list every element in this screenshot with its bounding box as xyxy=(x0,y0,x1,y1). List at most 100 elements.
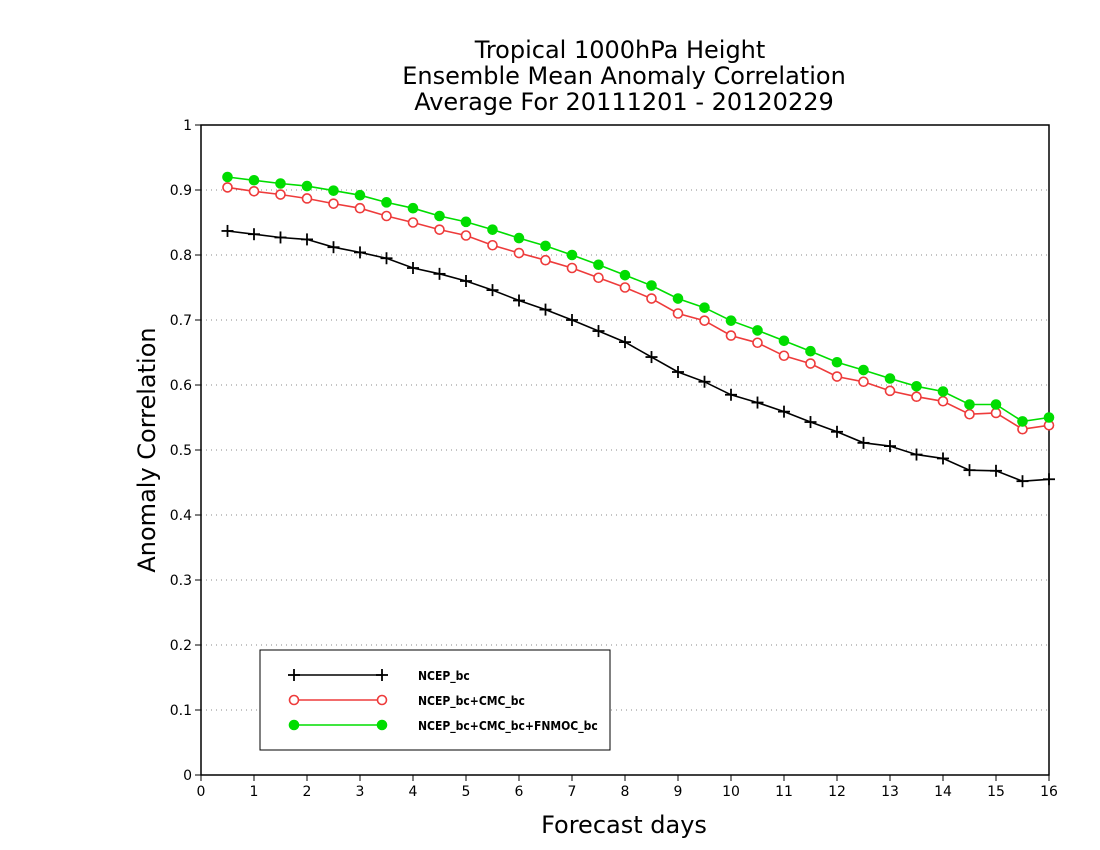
data-point xyxy=(539,303,552,316)
data-point xyxy=(274,231,287,244)
data-point xyxy=(275,189,286,200)
title-line-2: Ensemble Mean Anomaly Correlation xyxy=(402,62,846,90)
data-point xyxy=(699,302,710,313)
data-point xyxy=(487,224,498,235)
chart-title: Tropical 1000hPa Height Ensemble Mean An… xyxy=(402,36,846,116)
x-axis-label: Forecast days xyxy=(541,811,707,839)
data-point xyxy=(805,345,816,357)
legend-marker xyxy=(288,669,300,681)
data-point xyxy=(328,198,339,209)
data-point xyxy=(990,464,1002,477)
x-tick-label: 9 xyxy=(674,784,683,800)
series-line xyxy=(227,230,1050,483)
series-line xyxy=(227,186,1050,431)
data-point xyxy=(672,366,684,378)
x-tick-label: 3 xyxy=(356,784,365,800)
data-point xyxy=(327,241,340,254)
title-line-3: Average For 20111201 - 20120229 xyxy=(414,88,834,116)
y-tick-label: 0.6 xyxy=(170,378,192,394)
data-point xyxy=(222,171,233,183)
legend-marker xyxy=(376,694,388,706)
data-point xyxy=(407,262,419,274)
y-tick-label: 0.4 xyxy=(170,508,192,524)
x-tick-label: 8 xyxy=(621,784,630,800)
data-point xyxy=(884,373,896,384)
data-point xyxy=(963,464,976,477)
data-point xyxy=(593,272,604,284)
data-point xyxy=(805,358,816,369)
data-point xyxy=(964,408,975,420)
x-tick-label: 14 xyxy=(934,784,952,800)
data-point xyxy=(619,336,631,349)
data-point xyxy=(752,325,763,336)
data-point xyxy=(434,210,445,222)
legend-item-2: NCEP_bc+CMC_bc+FNMOC_bc xyxy=(288,719,598,734)
x-tick-label: 2 xyxy=(303,784,312,800)
data-point xyxy=(248,174,260,186)
data-point xyxy=(725,388,737,401)
series-line xyxy=(227,176,1050,423)
data-point xyxy=(884,385,896,397)
data-point xyxy=(460,216,472,228)
data-point xyxy=(646,280,657,291)
data-point xyxy=(540,254,551,266)
data-point xyxy=(328,185,339,196)
y-tick-label: 0.5 xyxy=(170,443,192,459)
data-point xyxy=(513,247,525,259)
x-tick-label: 10 xyxy=(722,784,740,800)
y-tick-label: 0.8 xyxy=(170,248,192,264)
data-point xyxy=(937,452,949,465)
data-point xyxy=(434,224,445,235)
y-axis-label: Anomaly Correlation xyxy=(133,327,161,572)
data-point xyxy=(725,315,737,326)
data-point xyxy=(566,314,578,326)
data-point xyxy=(858,364,869,376)
legend-item-0: NCEP_bc xyxy=(288,669,470,684)
legend-marker xyxy=(288,719,300,731)
data-point xyxy=(911,391,922,403)
data-point xyxy=(275,178,286,189)
data-point xyxy=(672,308,684,319)
data-point xyxy=(831,356,843,368)
data-point xyxy=(354,202,366,214)
data-point xyxy=(964,399,975,410)
data-point xyxy=(301,180,313,192)
data-point xyxy=(513,294,525,307)
x-tick-label: 12 xyxy=(828,784,846,800)
x-tick-label: 16 xyxy=(1040,784,1058,800)
data-point xyxy=(937,395,949,407)
title-line-1: Tropical 1000hPa Height xyxy=(474,36,766,64)
data-point xyxy=(486,284,499,297)
y-tick-label: 0 xyxy=(183,768,192,784)
data-point xyxy=(380,252,393,265)
data-point xyxy=(354,189,366,201)
data-point xyxy=(593,259,604,271)
data-point xyxy=(248,186,260,197)
x-tick-label: 11 xyxy=(775,784,793,800)
data-point xyxy=(725,330,737,341)
x-tick-label: 4 xyxy=(409,784,418,800)
data-point xyxy=(1016,475,1029,488)
data-point xyxy=(1017,416,1028,427)
data-point xyxy=(592,325,605,338)
data-point xyxy=(513,232,525,244)
x-tick-label: 0 xyxy=(197,784,206,800)
data-point xyxy=(937,386,949,397)
y-tick-label: 0.2 xyxy=(170,638,192,654)
series-0 xyxy=(221,224,1055,488)
data-point xyxy=(381,210,392,222)
data-point xyxy=(911,381,922,392)
data-point xyxy=(857,436,870,449)
legend-label: NCEP_bc+CMC_bc xyxy=(418,694,525,709)
data-point xyxy=(354,246,366,259)
x-tick-label: 15 xyxy=(987,784,1005,800)
data-point xyxy=(407,217,419,228)
data-point xyxy=(433,267,446,280)
y-tick-label: 0.1 xyxy=(170,703,192,719)
data-point xyxy=(460,275,472,287)
series-2 xyxy=(222,171,1055,427)
data-point xyxy=(910,448,923,461)
data-point xyxy=(566,249,578,261)
data-point xyxy=(540,240,551,252)
